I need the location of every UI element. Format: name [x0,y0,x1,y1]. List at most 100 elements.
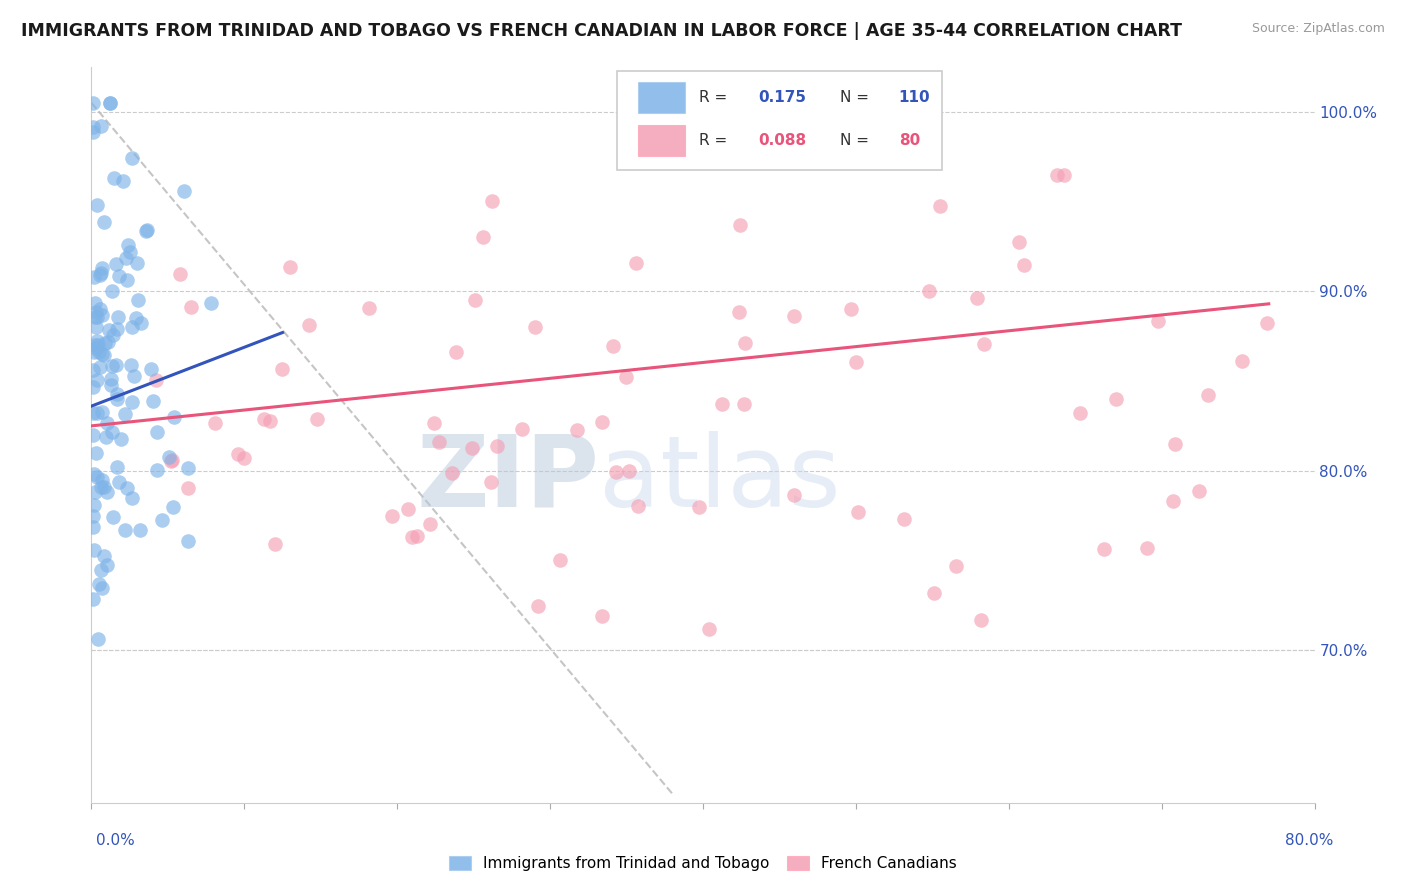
Point [84,296,107,310]
Point [82,380,104,394]
Point [89,359,111,374]
Point [1161,494,1184,508]
Point [253,412,276,426]
Point [83,337,105,351]
Point [381,508,404,523]
Point [84,320,107,334]
Point [1053,168,1076,182]
Point [89,302,111,317]
Point [83,344,105,359]
Point [121,491,143,505]
Point [108,268,131,283]
Point [112,174,135,188]
Text: Source: ZipAtlas.com: Source: ZipAtlas.com [1251,22,1385,36]
Point [1105,392,1128,407]
Point [922,585,945,599]
Point [307,411,329,425]
Point [114,251,136,265]
Text: IMMIGRANTS FROM TRINIDAD AND TOBAGO VS FRENCH CANADIAN IN LABOR FORCE | AGE 35-4: IMMIGRANTS FROM TRINIDAD AND TOBAGO VS F… [21,22,1182,40]
Point [419,517,441,532]
Point [200,296,222,310]
Point [82,120,104,135]
Point [1188,483,1211,498]
Point [86,406,108,420]
Point [87,338,110,352]
Point [121,395,143,409]
Point [125,256,148,270]
Point [146,425,169,440]
Point [91,347,114,361]
Point [121,151,143,165]
Point [1197,388,1219,402]
Point [1256,316,1278,330]
Point [233,451,256,466]
Point [973,336,995,351]
Point [90,405,112,419]
Point [259,414,281,428]
Point [82,520,104,534]
Point [626,256,648,270]
Point [929,199,952,213]
Point [162,500,184,514]
Point [105,322,128,336]
Point [970,613,993,627]
Point [614,369,637,384]
FancyBboxPatch shape [617,70,942,170]
Point [278,260,301,274]
Point [460,441,482,455]
Legend: Immigrants from Trinidad and Tobago, French Canadians: Immigrants from Trinidad and Tobago, Fre… [443,850,963,877]
Point [83,269,105,284]
FancyBboxPatch shape [638,125,685,156]
Point [918,285,941,299]
Point [405,529,427,543]
Point [86,373,108,387]
Point [472,229,495,244]
Point [93,480,115,494]
Point [591,415,613,429]
Text: 0.175: 0.175 [758,90,806,104]
Point [228,447,250,461]
Point [100,372,122,386]
Point [401,531,423,545]
Point [114,523,136,537]
Point [117,273,139,287]
Point [105,358,128,372]
Point [103,171,125,186]
Point [176,460,198,475]
Point [1069,406,1091,420]
Point [1007,235,1029,249]
FancyBboxPatch shape [638,82,685,112]
Point [94,335,117,350]
Point [100,378,122,392]
Point [481,194,503,208]
Point [129,523,152,537]
Point [440,466,463,480]
Point [783,309,806,323]
Point [845,355,868,369]
Point [510,422,533,436]
Point [82,509,104,524]
Text: ZIP: ZIP [416,431,599,527]
Point [396,502,419,516]
Point [110,432,132,446]
Point [90,119,112,133]
Point [527,599,550,613]
Point [117,481,139,495]
Point [142,394,165,409]
Text: 0.0%: 0.0% [96,833,135,847]
Point [688,500,710,514]
Point [270,361,292,376]
Point [101,425,124,439]
Point [591,609,613,624]
Point [105,256,128,270]
Text: N =: N = [839,133,875,148]
Point [129,316,152,330]
Point [160,454,183,468]
Point [150,513,173,527]
Point [93,348,115,362]
Point [83,467,105,481]
Point [82,95,104,110]
Point [728,304,751,318]
Point [84,341,107,355]
Point [145,373,167,387]
